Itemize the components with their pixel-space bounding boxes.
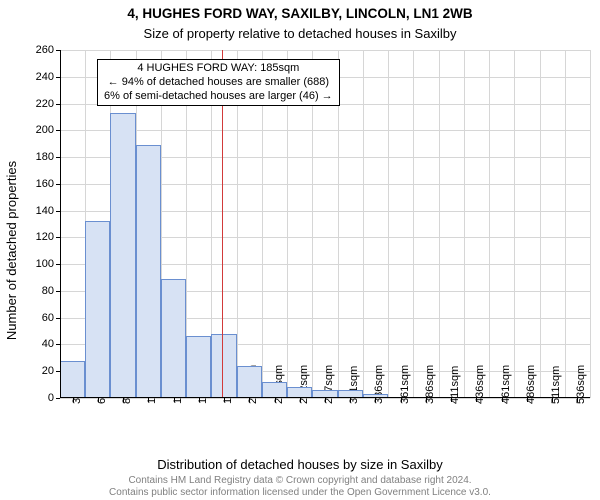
y-tick-label: 260 [36, 44, 60, 56]
x-tick-label: 411sqm [449, 366, 461, 404]
histogram-bar [211, 334, 236, 398]
y-tick-label: 20 [42, 365, 60, 377]
grid-line-v [388, 50, 389, 398]
grid-line-v [439, 50, 440, 398]
histogram-bar [110, 113, 135, 398]
y-tick-label: 180 [36, 151, 60, 163]
grid-line-h [60, 130, 590, 131]
y-tick-label: 220 [36, 98, 60, 110]
chart-container: 4, HUGHES FORD WAY, SAXILBY, LINCOLN, LN… [0, 0, 600, 500]
annotation-line: 6% of semi-detached houses are larger (4… [104, 90, 333, 104]
histogram-bar [161, 279, 186, 398]
grid-line-v [590, 50, 591, 398]
grid-line-v [514, 50, 515, 398]
y-tick-label: 100 [36, 258, 60, 270]
x-tick-label: 361sqm [399, 365, 411, 404]
x-tick-label: 311sqm [348, 366, 360, 404]
y-tick-label: 120 [36, 231, 60, 243]
grid-line-v [464, 50, 465, 398]
y-tick-label: 200 [36, 124, 60, 136]
grid-line-v [565, 50, 566, 398]
x-tick-label: 486sqm [525, 365, 537, 404]
y-tick-label: 160 [36, 178, 60, 190]
grid-line-h [60, 50, 590, 51]
x-tick-label: 386sqm [424, 365, 436, 404]
footer-attribution: Contains HM Land Registry data © Crown c… [0, 475, 600, 498]
x-axis-line [60, 397, 590, 398]
x-tick-label: 287sqm [323, 365, 335, 404]
y-tick-label: 80 [42, 285, 60, 297]
y-tick-label: 140 [36, 205, 60, 217]
x-tick-label: 511sqm [550, 366, 562, 404]
footer-line-1: Contains HM Land Registry data © Crown c… [0, 475, 600, 487]
grid-line-v [489, 50, 490, 398]
y-tick-label: 60 [42, 312, 60, 324]
x-axis-label: Distribution of detached houses by size … [0, 457, 600, 472]
y-axis-label-text: Number of detached properties [5, 160, 20, 339]
y-tick-label: 40 [42, 338, 60, 350]
annotation-line: 4 HUGHES FORD WAY: 185sqm [104, 62, 333, 76]
x-tick-label: 336sqm [373, 365, 385, 404]
x-tick-label: 436sqm [474, 365, 486, 404]
chart-subtitle: Size of property relative to detached ho… [0, 26, 600, 41]
x-tick-label: 461sqm [500, 365, 512, 404]
histogram-bar [60, 361, 85, 398]
histogram-bar [262, 382, 287, 398]
histogram-bar [85, 221, 110, 398]
annotation-line: ← 94% of detached houses are smaller (68… [104, 76, 333, 90]
histogram-bar [186, 336, 211, 398]
histogram-bar [237, 366, 262, 398]
y-axis-line [60, 50, 61, 398]
x-tick-label: 262sqm [298, 365, 310, 404]
chart-title: 4, HUGHES FORD WAY, SAXILBY, LINCOLN, LN… [0, 6, 600, 21]
annotation-box: 4 HUGHES FORD WAY: 185sqm← 94% of detach… [97, 59, 340, 106]
y-tick-label: 240 [36, 71, 60, 83]
grid-line-v [413, 50, 414, 398]
histogram-bar [136, 145, 161, 398]
grid-line-v [540, 50, 541, 398]
grid-line-v [363, 50, 364, 398]
x-tick-label: 536sqm [575, 365, 587, 404]
y-tick-label: 0 [48, 392, 60, 404]
y-axis-label: Number of detached properties [4, 0, 20, 500]
footer-line-2: Contains public sector information licen… [0, 487, 600, 499]
